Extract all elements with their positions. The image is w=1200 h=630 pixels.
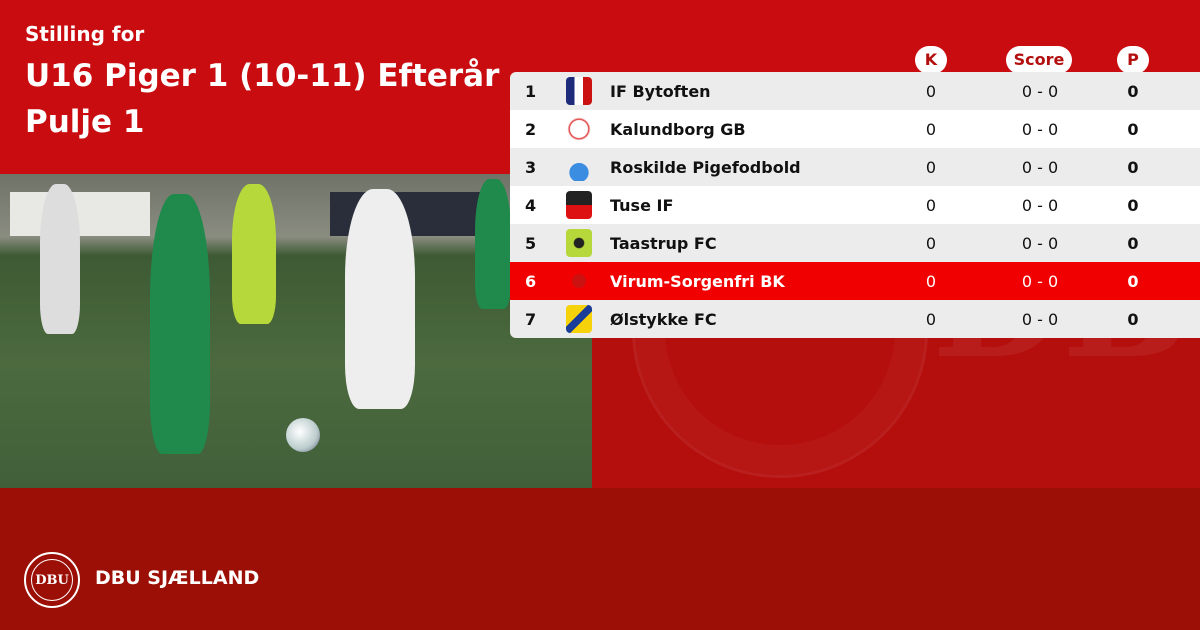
points: 0 bbox=[1127, 271, 1139, 291]
points: 0 bbox=[1127, 157, 1139, 177]
table-row: 1 IF Bytoften 0 0 - 0 0 bbox=[510, 72, 1200, 110]
matches-played: 0 bbox=[925, 271, 937, 291]
team-logo-icon bbox=[566, 305, 592, 333]
table-row: 6 Virum-Sorgenfri BK 0 0 - 0 0 bbox=[510, 262, 1200, 300]
points: 0 bbox=[1127, 81, 1139, 101]
team-name: Kalundborg GB bbox=[610, 119, 746, 139]
table-row: 5 Taastrup FC 0 0 - 0 0 bbox=[510, 224, 1200, 262]
position: 2 bbox=[525, 119, 537, 139]
matches-played: 0 bbox=[925, 119, 937, 139]
position: 1 bbox=[525, 81, 537, 101]
referee bbox=[232, 184, 276, 324]
page-subtitle: Stilling for bbox=[25, 22, 145, 46]
column-score: Score bbox=[1006, 46, 1072, 74]
matches-played: 0 bbox=[925, 195, 937, 215]
score: 0 - 0 bbox=[1021, 81, 1059, 101]
player bbox=[345, 189, 415, 409]
page-title: U16 Piger 1 (10-11) Efterår bbox=[25, 58, 500, 94]
points: 0 bbox=[1127, 195, 1139, 215]
dbu-logo-icon: DBU bbox=[24, 552, 80, 608]
position: 3 bbox=[525, 157, 537, 177]
football bbox=[286, 418, 320, 452]
team-name: Virum-Sorgenfri BK bbox=[610, 271, 785, 291]
team-logo-icon bbox=[566, 153, 592, 181]
brand-name: DBU SJÆLLAND bbox=[95, 567, 260, 589]
matches-played: 0 bbox=[925, 81, 937, 101]
player bbox=[40, 184, 80, 334]
points: 0 bbox=[1127, 233, 1139, 253]
points: 0 bbox=[1127, 119, 1139, 139]
player bbox=[150, 194, 210, 454]
table-row: 3 Roskilde Pigefodbold 0 0 - 0 0 bbox=[510, 148, 1200, 186]
table-row: 2 Kalundborg GB 0 0 - 0 0 bbox=[510, 110, 1200, 148]
player bbox=[475, 179, 511, 309]
position: 6 bbox=[525, 271, 537, 291]
team-logo-icon bbox=[566, 229, 592, 257]
team-logo-icon bbox=[566, 77, 592, 105]
score: 0 - 0 bbox=[1021, 233, 1059, 253]
score: 0 - 0 bbox=[1021, 309, 1059, 329]
matches-played: 0 bbox=[925, 233, 937, 253]
team-name: IF Bytoften bbox=[610, 81, 711, 101]
matches-played: 0 bbox=[925, 309, 937, 329]
ad-banner bbox=[10, 192, 150, 236]
column-k: K bbox=[915, 46, 947, 74]
team-name: Ølstykke FC bbox=[610, 309, 717, 329]
score: 0 - 0 bbox=[1021, 271, 1059, 291]
team-logo-icon bbox=[566, 115, 592, 143]
team-logo-icon bbox=[566, 267, 592, 295]
team-logo-icon bbox=[566, 191, 592, 219]
team-name: Tuse IF bbox=[610, 195, 674, 215]
team-name: Taastrup FC bbox=[610, 233, 717, 253]
column-headers: K Score P bbox=[0, 46, 1200, 74]
match-photo bbox=[0, 174, 592, 488]
score: 0 - 0 bbox=[1021, 119, 1059, 139]
matches-played: 0 bbox=[925, 157, 937, 177]
position: 7 bbox=[525, 309, 537, 329]
table-row: 7 Ølstykke FC 0 0 - 0 0 bbox=[510, 300, 1200, 338]
points: 0 bbox=[1127, 309, 1139, 329]
table-row: 4 Tuse IF 0 0 - 0 0 bbox=[510, 186, 1200, 224]
score: 0 - 0 bbox=[1021, 195, 1059, 215]
team-name: Roskilde Pigefodbold bbox=[610, 157, 801, 177]
pool-title: Pulje 1 bbox=[25, 104, 145, 140]
score: 0 - 0 bbox=[1021, 157, 1059, 177]
footer-band bbox=[0, 488, 1200, 630]
column-p: P bbox=[1117, 46, 1149, 74]
position: 5 bbox=[525, 233, 537, 253]
position: 4 bbox=[525, 195, 537, 215]
